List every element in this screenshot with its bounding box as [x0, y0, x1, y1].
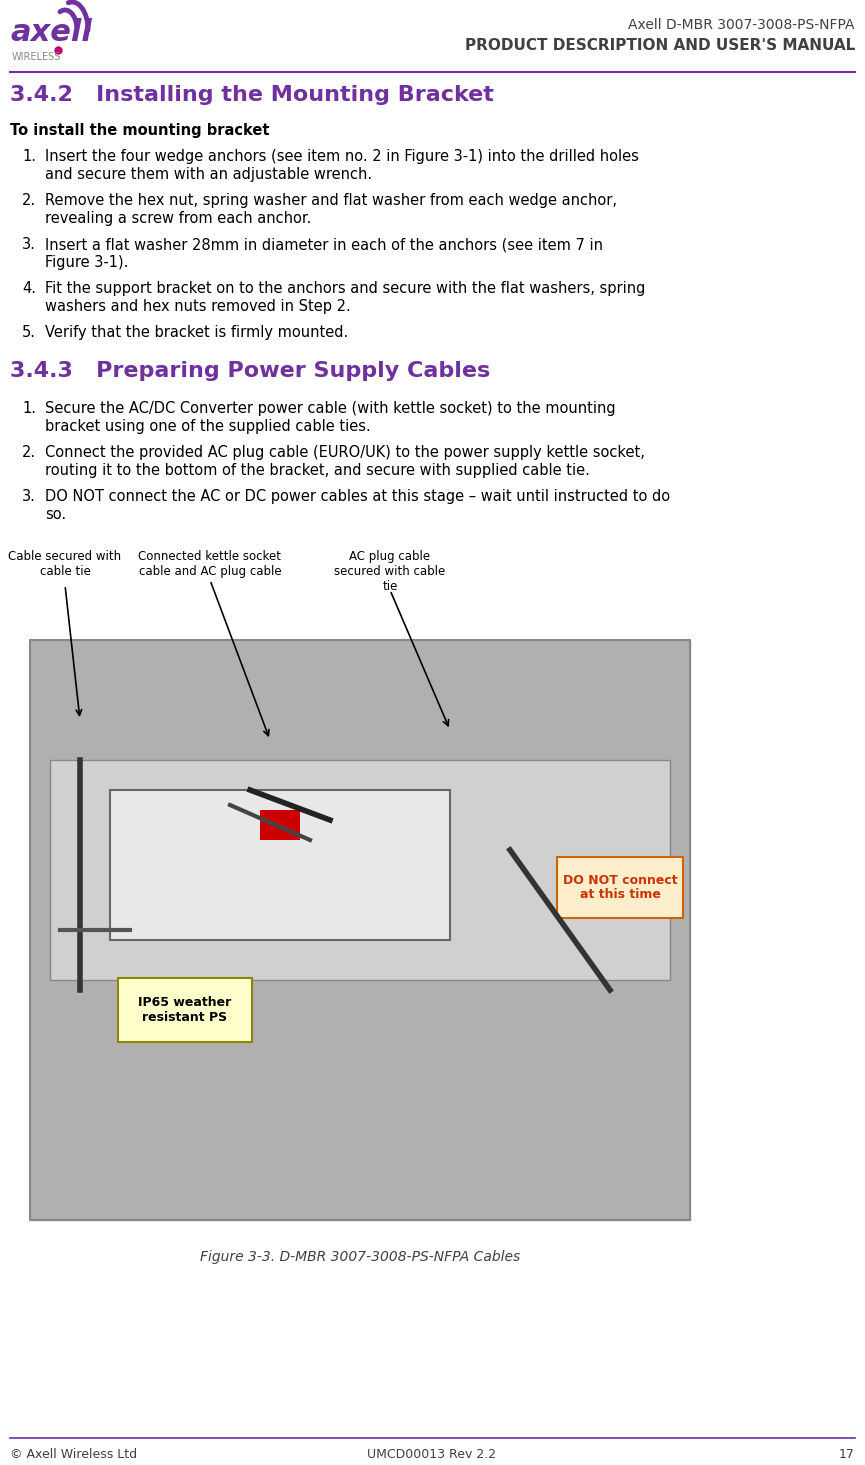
Text: 1.: 1.: [22, 401, 36, 416]
Text: Verify that the bracket is firmly mounted.: Verify that the bracket is firmly mounte…: [45, 325, 349, 340]
FancyBboxPatch shape: [557, 857, 683, 919]
Bar: [260, 810, 300, 839]
Text: bracket using one of the supplied cable ties.: bracket using one of the supplied cable …: [45, 419, 371, 434]
Text: and secure them with an adjustable wrench.: and secure them with an adjustable wrenc…: [45, 167, 372, 182]
Text: Insert a flat washer 28mm in diameter in each of the anchors (see item 7 in: Insert a flat washer 28mm in diameter in…: [45, 237, 603, 252]
Text: Insert the four wedge anchors (see item no. 2 in Figure 3-1) into the drilled ho: Insert the four wedge anchors (see item …: [45, 149, 639, 164]
Text: 3.4.3   Preparing Power Supply Cables: 3.4.3 Preparing Power Supply Cables: [10, 360, 490, 381]
Text: AC plug cable
secured with cable
tie: AC plug cable secured with cable tie: [335, 549, 445, 593]
Text: Remove the hex nut, spring washer and flat washer from each wedge anchor,: Remove the hex nut, spring washer and fl…: [45, 193, 617, 208]
Text: washers and hex nuts removed in Step 2.: washers and hex nuts removed in Step 2.: [45, 299, 350, 314]
Bar: [50, 760, 670, 980]
Text: DO NOT connect the AC or DC power cables at this stage – wait until instructed t: DO NOT connect the AC or DC power cables…: [45, 489, 670, 504]
Text: DO NOT connect
at this time: DO NOT connect at this time: [563, 873, 677, 901]
Text: UMCD00013 Rev 2.2: UMCD00013 Rev 2.2: [368, 1447, 497, 1461]
Text: so.: so.: [45, 507, 66, 522]
FancyBboxPatch shape: [30, 640, 690, 1220]
Text: Connected kettle socket
cable and AC plug cable: Connected kettle socket cable and AC plu…: [138, 549, 281, 579]
Text: Connect the provided AC plug cable (EURO/UK) to the power supply kettle socket,: Connect the provided AC plug cable (EURO…: [45, 445, 645, 460]
Text: IP65 weather
resistant PS: IP65 weather resistant PS: [138, 996, 232, 1024]
Text: Fit the support bracket on to the anchors and secure with the flat washers, spri: Fit the support bracket on to the anchor…: [45, 281, 645, 296]
Text: © Axell Wireless Ltd: © Axell Wireless Ltd: [10, 1447, 138, 1461]
Bar: [30, 640, 690, 1220]
Text: 3.4.2   Installing the Mounting Bracket: 3.4.2 Installing the Mounting Bracket: [10, 85, 494, 105]
Text: 3.: 3.: [22, 237, 35, 252]
Text: 2.: 2.: [22, 193, 36, 208]
Text: routing it to the bottom of the bracket, and secure with supplied cable tie.: routing it to the bottom of the bracket,…: [45, 463, 590, 478]
Text: Cable secured with
cable tie: Cable secured with cable tie: [9, 549, 122, 579]
Text: revealing a screw from each anchor.: revealing a screw from each anchor.: [45, 211, 311, 226]
Bar: [30, 640, 690, 1220]
Text: WIRELESS: WIRELESS: [12, 51, 61, 62]
Text: Secure the AC/DC Converter power cable (with kettle socket) to the mounting: Secure the AC/DC Converter power cable (…: [45, 401, 616, 416]
FancyBboxPatch shape: [118, 979, 252, 1042]
Bar: [110, 790, 450, 941]
Text: Figure 3-1).: Figure 3-1).: [45, 255, 128, 270]
Text: 4.: 4.: [22, 281, 36, 296]
Text: To install the mounting bracket: To install the mounting bracket: [10, 123, 270, 138]
Text: 17: 17: [839, 1447, 855, 1461]
Text: axell: axell: [10, 18, 92, 47]
Text: 3.: 3.: [22, 489, 35, 504]
Text: Axell D-MBR 3007-3008-PS-NFPA: Axell D-MBR 3007-3008-PS-NFPA: [629, 18, 855, 32]
Text: Figure 3-3. D-MBR 3007-3008-PS-NFPA Cables: Figure 3-3. D-MBR 3007-3008-PS-NFPA Cabl…: [200, 1250, 520, 1264]
Text: PRODUCT DESCRIPTION AND USER'S MANUAL: PRODUCT DESCRIPTION AND USER'S MANUAL: [465, 38, 855, 53]
Text: 5.: 5.: [22, 325, 36, 340]
Text: 1.: 1.: [22, 149, 36, 164]
Text: 2.: 2.: [22, 445, 36, 460]
